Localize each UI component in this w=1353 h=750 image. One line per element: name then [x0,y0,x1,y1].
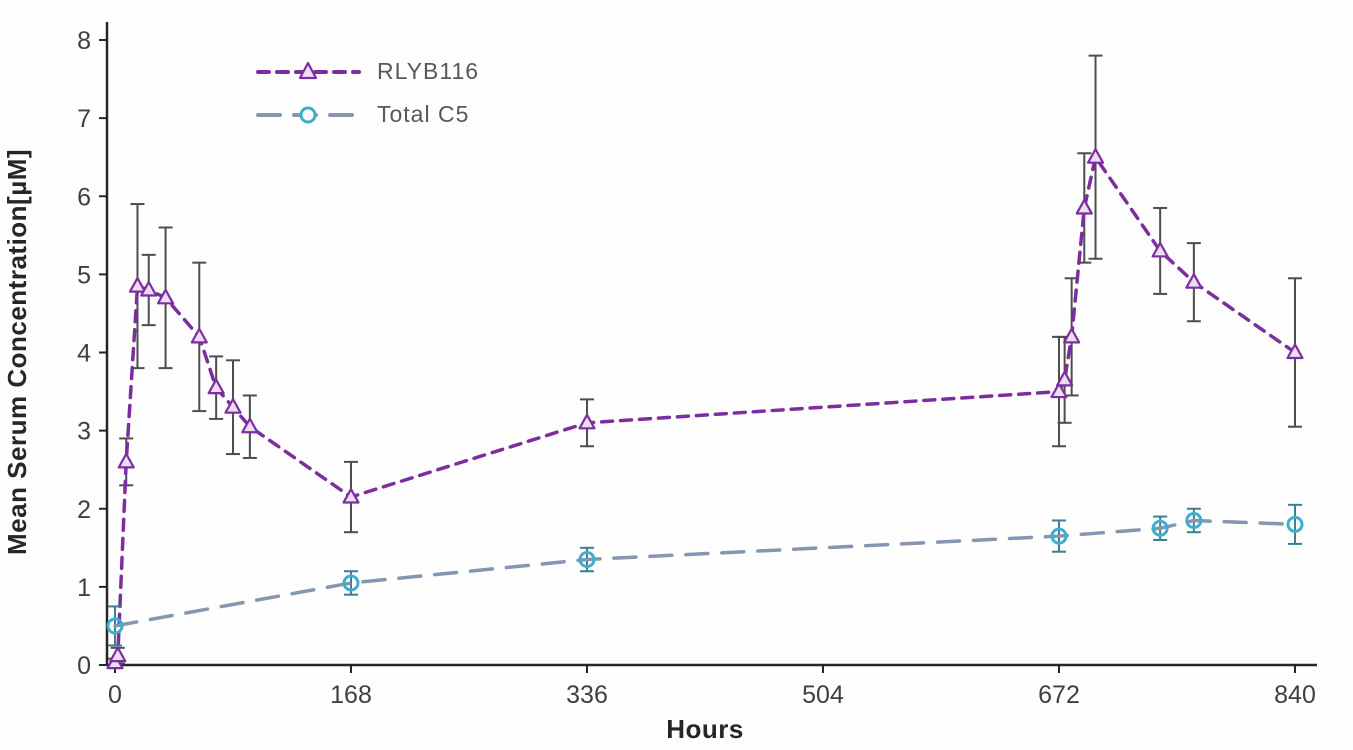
legend-circle-marker-icon [299,106,317,123]
y-tick-label: 5 [77,261,91,289]
x-tick-label: 0 [108,681,122,709]
triangle-marker-rlyb116 [342,487,360,504]
triangle-marker-rlyb116 [128,276,147,293]
y-tick-label: 8 [77,27,91,55]
legend-item-rlyb116: RLYB116 [256,58,479,85]
triangle-marker-rlyb116 [1056,370,1074,387]
triangle-marker-rlyb116 [156,288,175,305]
circle-marker-total-c5 [1286,515,1304,533]
triangle-marker-rlyb116 [224,398,242,414]
circle-marker-total-c5 [1185,511,1203,529]
triangle-marker-rlyb116 [1151,241,1169,258]
x-tick-label: 504 [802,681,844,709]
y-tick-label: 1 [77,574,91,602]
y-tick-label: 2 [77,496,91,524]
circle-marker-total-c5 [106,617,124,635]
y-tick-label: 6 [77,183,91,211]
x-tick-label: 336 [566,681,608,709]
y-tick-label: 0 [77,652,91,680]
triangle-marker-rlyb116 [1075,198,1093,215]
triangle-marker-rlyb116 [241,417,259,434]
chart-legend: RLYB116 Total C5 [256,58,479,128]
x-tick-label: 672 [1038,681,1080,709]
x-tick-label: 840 [1274,681,1316,709]
series-line-total-c5 [113,518,1297,628]
legend-item-total-c5: Total C5 [256,101,479,128]
legend-label-total-c5: Total C5 [377,101,470,127]
triangle-marker-rlyb116 [140,280,158,297]
series-line-rlyb116 [113,152,1297,665]
y-tick-label: 3 [77,418,91,446]
triangle-marker-rlyb116 [1063,327,1081,344]
legend-triangle-marker-icon [298,61,318,79]
legend-key-total-c5-icon [256,106,361,123]
triangle-marker-rlyb116 [190,327,208,344]
y-tick-label: 4 [77,340,91,368]
triangle-marker-rlyb116 [117,452,135,469]
circle-marker-total-c5 [1050,527,1068,545]
triangle-marker-rlyb116 [207,378,225,395]
legend-label-rlyb116: RLYB116 [377,58,480,84]
x-tick-label: 168 [330,681,372,709]
triangle-marker-rlyb116 [1286,343,1304,360]
circle-marker-total-c5 [1151,519,1169,537]
circle-marker-total-c5 [342,574,360,592]
triangle-marker-rlyb116 [578,413,596,430]
triangle-marker-rlyb116 [1050,382,1068,399]
legend-key-rlyb116-icon [256,61,361,79]
x-axis-label: Hours [666,714,744,744]
circle-marker-total-c5 [578,551,596,569]
triangle-marker-rlyb116 [109,646,127,663]
triangle-marker-rlyb116 [1185,273,1203,289]
triangle-marker-rlyb116 [1086,148,1105,164]
y-axis-label: Mean Serum Concentration[µM] [2,149,32,555]
y-tick-label: 7 [77,105,91,133]
